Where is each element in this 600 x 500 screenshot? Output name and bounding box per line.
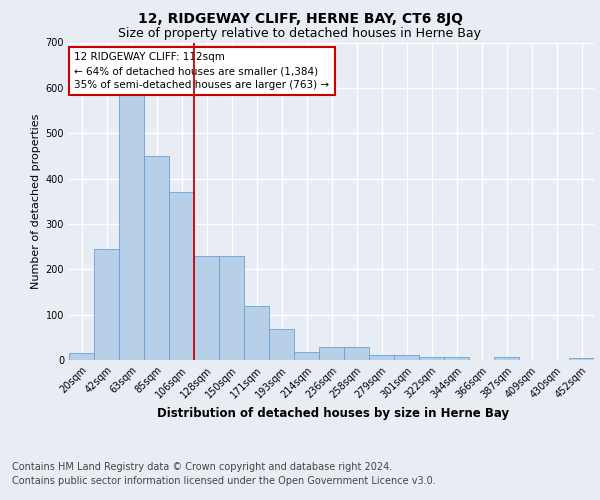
Bar — [119, 94, 144, 360]
Bar — [344, 348, 369, 360]
Text: Distribution of detached houses by size in Herne Bay: Distribution of detached houses by size … — [157, 408, 509, 420]
Bar — [194, 256, 219, 360]
Bar — [569, 358, 594, 360]
Text: Contains public sector information licensed under the Open Government Licence v3: Contains public sector information licen… — [12, 476, 436, 486]
Bar — [69, 353, 94, 360]
Bar — [294, 352, 319, 360]
Bar — [144, 156, 169, 360]
Bar — [444, 358, 469, 360]
Text: Contains HM Land Registry data © Crown copyright and database right 2024.: Contains HM Land Registry data © Crown c… — [12, 462, 392, 472]
Y-axis label: Number of detached properties: Number of detached properties — [31, 114, 41, 289]
Bar — [94, 249, 119, 360]
Bar — [169, 192, 194, 360]
Bar — [219, 256, 244, 360]
Bar — [269, 329, 294, 360]
Text: 12, RIDGEWAY CLIFF, HERNE BAY, CT6 8JQ: 12, RIDGEWAY CLIFF, HERNE BAY, CT6 8JQ — [137, 12, 463, 26]
Bar — [394, 356, 419, 360]
Bar — [494, 357, 519, 360]
Bar — [369, 356, 394, 360]
Text: 12 RIDGEWAY CLIFF: 112sqm
← 64% of detached houses are smaller (1,384)
35% of se: 12 RIDGEWAY CLIFF: 112sqm ← 64% of detac… — [74, 52, 329, 90]
Bar — [419, 358, 444, 360]
Bar — [319, 348, 344, 360]
Bar — [244, 306, 269, 360]
Text: Size of property relative to detached houses in Herne Bay: Size of property relative to detached ho… — [119, 28, 482, 40]
